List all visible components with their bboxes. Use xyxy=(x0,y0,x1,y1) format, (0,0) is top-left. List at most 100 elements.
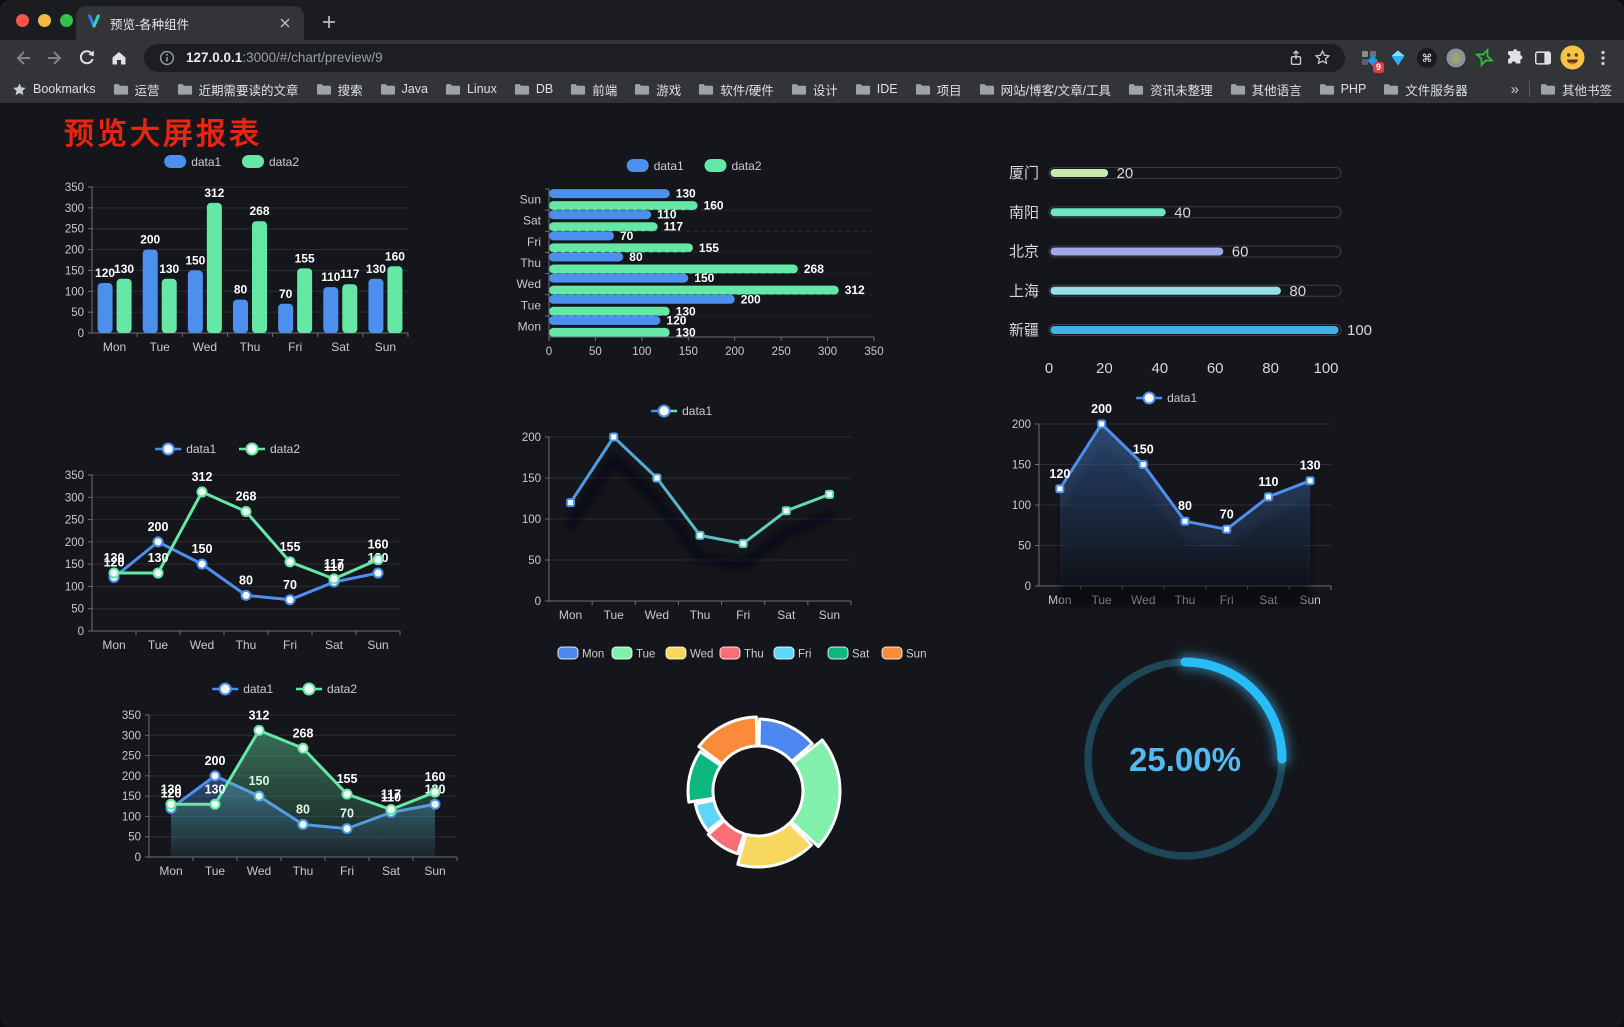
svg-text:data1: data1 xyxy=(191,155,221,169)
svg-text:150: 150 xyxy=(185,253,205,267)
svg-text:312: 312 xyxy=(249,708,270,722)
svg-text:312: 312 xyxy=(845,283,865,297)
svg-text:80: 80 xyxy=(239,573,253,587)
profile-avatar[interactable] xyxy=(1560,45,1585,70)
svg-text:110: 110 xyxy=(1258,475,1278,489)
svg-text:130: 130 xyxy=(161,782,182,796)
bookmark-folder[interactable]: 其他语言 xyxy=(1230,80,1302,99)
bookmark-folder[interactable]: 项目 xyxy=(915,80,962,99)
svg-text:200: 200 xyxy=(1091,402,1112,416)
svg-text:117: 117 xyxy=(324,557,344,571)
bookmark-folder[interactable]: 设计 xyxy=(791,80,838,99)
bookmark-folder[interactable]: 游戏 xyxy=(634,80,681,99)
svg-text:155: 155 xyxy=(295,251,315,265)
svg-text:80: 80 xyxy=(1262,360,1279,377)
browser-menu-icon[interactable] xyxy=(1589,44,1616,71)
bookmark-folder[interactable]: 搜索 xyxy=(316,80,363,99)
bookmark-folder[interactable]: 软件/硬件 xyxy=(698,80,774,99)
browser-tab[interactable]: 预览-各种组件 xyxy=(76,6,304,40)
bookmark-folder[interactable]: 运营 xyxy=(113,80,160,99)
bookmark-folder[interactable]: 近期需要读的文章 xyxy=(177,80,299,99)
favicon xyxy=(86,13,102,34)
extension-proxy-icon[interactable]: 9 xyxy=(1355,44,1384,73)
svg-text:50: 50 xyxy=(128,832,141,844)
svg-text:130: 130 xyxy=(366,262,386,276)
bookmark-folder[interactable]: 资讯未整理 xyxy=(1128,80,1213,99)
svg-text:120: 120 xyxy=(95,266,115,280)
svg-text:Thu: Thu xyxy=(240,340,261,354)
tab-close-icon[interactable] xyxy=(276,14,294,32)
minimize-window-button[interactable] xyxy=(38,14,51,27)
bookmark-folder-label: 资讯未整理 xyxy=(1150,83,1213,98)
svg-text:Thu: Thu xyxy=(236,638,257,652)
split-screen-icon[interactable] xyxy=(1529,44,1556,71)
svg-text:Thu: Thu xyxy=(293,864,314,878)
svg-text:268: 268 xyxy=(804,262,824,276)
svg-text:上海: 上海 xyxy=(1009,283,1039,300)
svg-text:Sun: Sun xyxy=(520,193,541,207)
bookmarks-divider xyxy=(1528,81,1530,97)
svg-text:155: 155 xyxy=(337,772,358,786)
bookmark-folder[interactable]: 文件服务器 xyxy=(1383,80,1468,99)
svg-text:80: 80 xyxy=(629,250,643,264)
svg-text:Wed: Wed xyxy=(190,638,214,652)
site-info-icon[interactable] xyxy=(154,46,180,70)
forward-icon[interactable] xyxy=(40,44,70,72)
share-icon[interactable] xyxy=(1283,46,1309,70)
extension-command-icon[interactable]: ⌘ xyxy=(1413,44,1440,71)
svg-text:50: 50 xyxy=(71,307,84,319)
svg-text:data2: data2 xyxy=(270,442,300,456)
bookmark-folder[interactable]: 前端 xyxy=(570,80,617,99)
svg-text:80: 80 xyxy=(1289,283,1306,300)
reload-icon[interactable] xyxy=(72,44,102,72)
bookmark-folder[interactable]: DB xyxy=(514,82,553,96)
bookmark-folder[interactable]: IDE xyxy=(855,82,898,96)
bookmark-folder[interactable]: Java xyxy=(380,82,428,96)
new-tab-button[interactable] xyxy=(316,9,342,35)
svg-text:Mon: Mon xyxy=(582,649,604,661)
bookmark-folder[interactable]: 网站/博客/文章/工具 xyxy=(979,80,1111,99)
url-text: 127.0.0.1:3000/#/chart/preview/9 xyxy=(186,50,1283,65)
svg-text:110: 110 xyxy=(321,270,341,284)
svg-text:150: 150 xyxy=(1012,460,1031,472)
svg-text:200: 200 xyxy=(65,537,84,549)
url-host: 127.0.0.1 xyxy=(186,50,243,65)
svg-text:50: 50 xyxy=(1018,541,1031,553)
extension-gem-icon[interactable] xyxy=(1384,44,1411,71)
bookmarks-manager-item[interactable]: Bookmarks xyxy=(12,82,96,97)
address-bar[interactable]: 127.0.0.1:3000/#/chart/preview/9 xyxy=(144,43,1345,72)
home-icon[interactable] xyxy=(104,44,134,72)
bookmark-star-icon[interactable] xyxy=(1309,46,1335,70)
url-path: :3000/#/chart/preview/9 xyxy=(242,50,383,65)
svg-text:60: 60 xyxy=(1207,360,1224,377)
area-line-chart: data1050100150200MonTueWedThuFriSatSun12… xyxy=(993,384,1345,616)
svg-text:100: 100 xyxy=(522,514,541,526)
svg-text:350: 350 xyxy=(864,346,883,358)
bookmark-folder[interactable]: PHP xyxy=(1319,82,1366,96)
bookmarks-overflow-chevron[interactable]: » xyxy=(1510,80,1519,98)
svg-text:130: 130 xyxy=(114,262,134,276)
svg-text:Tue: Tue xyxy=(604,608,625,622)
svg-text:150: 150 xyxy=(1133,443,1154,457)
svg-text:130: 130 xyxy=(676,325,696,339)
bookmark-folder-label: IDE xyxy=(876,82,898,96)
svg-text:50: 50 xyxy=(71,604,84,616)
bookmark-folder[interactable]: Linux xyxy=(445,82,497,96)
svg-text:312: 312 xyxy=(192,470,213,484)
svg-text:Thu: Thu xyxy=(520,256,541,270)
bookmark-folders: 运营 近期需要读的文章 搜索 Java Linux DB 前端 游戏 软件/硬件 设计 IDE 项目 网… xyxy=(113,80,1485,99)
svg-text:0: 0 xyxy=(78,328,84,340)
close-window-button[interactable] xyxy=(16,14,29,27)
zoom-window-button[interactable] xyxy=(60,14,73,27)
other-bookmarks-folder[interactable]: 其他书签 xyxy=(1540,80,1612,99)
dual-area-line-chart: data1 data2 0 50 100 150 200 250 300 350 Mon Tue Wed… xyxy=(103,675,471,887)
extension-recorder-icon[interactable] xyxy=(1442,44,1469,71)
svg-text:data2: data2 xyxy=(269,155,299,169)
svg-text:Tue: Tue xyxy=(636,649,655,661)
extension-green-star-icon[interactable] xyxy=(1471,44,1498,71)
dashboard-page: 预览大屏报表 data1 data2 0 50 100 150 200 250 300 350 Mo… xyxy=(0,103,1624,1027)
svg-text:350: 350 xyxy=(65,182,84,194)
extensions-puzzle-icon[interactable] xyxy=(1500,44,1527,71)
back-icon[interactable] xyxy=(8,44,38,72)
svg-text:100: 100 xyxy=(1347,322,1372,339)
